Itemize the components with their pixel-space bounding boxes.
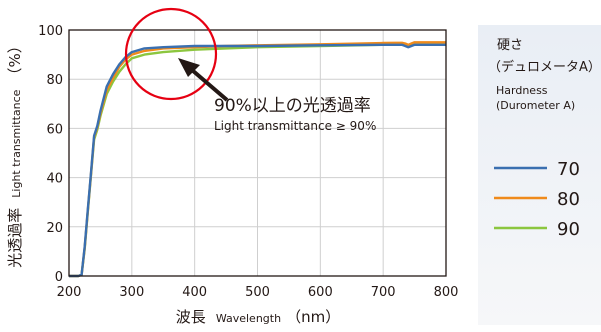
y-tick-label: 60 (46, 122, 63, 137)
data-series (69, 41, 446, 278)
x-tick-label: 300 (119, 285, 144, 300)
x-tick-label: 700 (371, 285, 396, 300)
legend-label-70: 70 (557, 159, 580, 180)
legend: 硬さ （デュロメータA） Hardness (Durometer A) 70 80… (488, 38, 601, 240)
legend-title-en-1: Hardness (496, 84, 548, 97)
y-axis-label: 光透過率 Light transmittance （%） (5, 38, 24, 268)
y-tick-label: 20 (46, 221, 63, 236)
annotation-arrow-shaft (190, 68, 229, 102)
legend-label-80: 80 (557, 189, 580, 210)
y-tick-labels: 0 20 40 60 80 100 (38, 24, 63, 285)
x-axis-label: 波長 Wavelength （nm） (176, 307, 341, 326)
x-tick-label: 200 (57, 285, 82, 300)
x-tick-label: 500 (245, 285, 270, 300)
legend-title-cn-2: （デュロメータA） (488, 59, 601, 75)
legend-panel (478, 25, 601, 325)
annotation-arrowhead (178, 58, 200, 77)
x-tick-label: 600 (308, 285, 333, 300)
annotation: 90%以上の光透過率 Light transmittance ≥ 90% (124, 7, 376, 133)
x-tick-labels: 200 300 400 500 600 700 800 (57, 285, 459, 300)
grid (68, 29, 447, 277)
legend-label-90: 90 (557, 219, 580, 240)
x-tick-label: 800 (434, 285, 459, 300)
legend-items: 70 80 90 (494, 159, 580, 240)
legend-title-en-2: (Durometer A) (496, 99, 575, 112)
highlight-circle (124, 7, 218, 101)
annotation-text-en: Light transmittance ≥ 90% (214, 119, 376, 133)
y-tick-label: 100 (38, 24, 63, 39)
annotation-text-cn: 90%以上の光透過率 (214, 96, 371, 116)
y-tick-label: 40 (46, 172, 63, 187)
x-tick-label: 400 (182, 285, 207, 300)
plot-frame (68, 29, 447, 277)
y-tick-label: 0 (55, 270, 63, 285)
legend-title-cn-1: 硬さ (497, 38, 523, 53)
series-line-70 (69, 43, 446, 278)
y-tick-label: 80 (46, 73, 63, 88)
